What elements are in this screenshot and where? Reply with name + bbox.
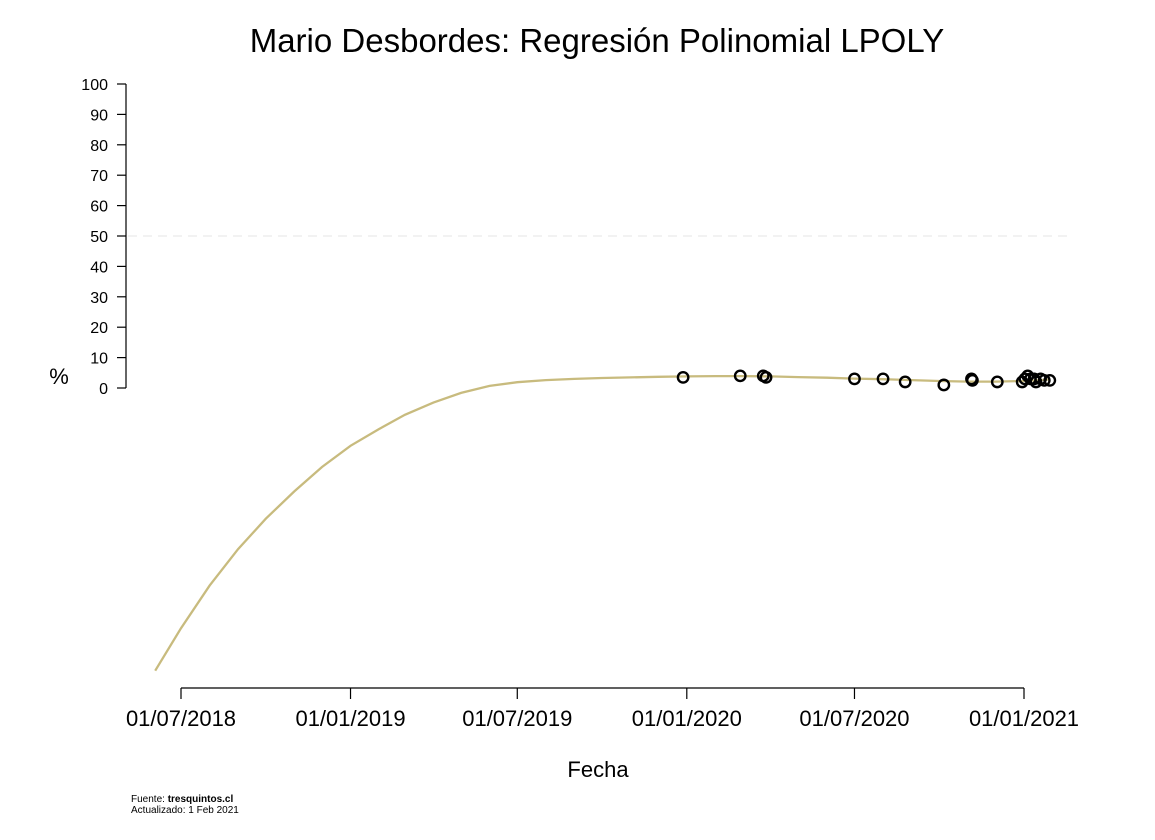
y-tick-label: 50 [90, 229, 108, 246]
data-point [990, 375, 1004, 389]
source-link: tresquintos.cl [167, 794, 234, 805]
data-points [676, 369, 1057, 392]
chart-title: Mario Desbordes: Regresión Polinomial LP… [250, 22, 945, 59]
x-tick-label: 01/01/2020 [632, 706, 742, 731]
y-tick-label: 70 [90, 168, 108, 185]
y-tick-label: 10 [90, 351, 108, 368]
y-axis-title: % [49, 364, 69, 389]
x-axis-title: Fecha [567, 757, 629, 782]
data-point [759, 370, 773, 384]
y-tick-label: 30 [90, 290, 108, 307]
data-point [1037, 373, 1051, 387]
x-tick-label: 01/07/2019 [462, 706, 572, 731]
data-point [937, 378, 951, 392]
x-tick-label: 01/01/2019 [295, 706, 405, 731]
y-tick-label: 80 [90, 138, 108, 155]
fit-line [154, 374, 1050, 672]
source-line: Fuente: tresquintos.cl [131, 794, 239, 805]
x-tick-label: 01/01/2021 [969, 706, 1079, 731]
data-point [898, 375, 912, 389]
source-note: Fuente: tresquintos.cl Actualizado: 1 Fe… [131, 794, 239, 816]
x-axis: 01/07/2018 01/01/2019 01/07/2019 01/01/2020… [126, 687, 1079, 731]
y-tick-label: 60 [90, 199, 108, 216]
data-point [848, 372, 861, 386]
y-tick-label: 0 [99, 381, 108, 398]
y-tick-label: 100 [81, 77, 108, 94]
data-point [876, 372, 890, 386]
data-point [676, 370, 690, 384]
source-label: Fuente: [131, 794, 168, 805]
y-tick-label: 20 [90, 320, 108, 337]
data-point [966, 373, 979, 387]
updated-date: Actualizado: 1 Feb 2021 [131, 805, 239, 816]
x-tick-label: 01/07/2018 [126, 706, 236, 731]
y-axis: 0 10 20 30 40 50 60 70 80 90 100 [81, 77, 127, 398]
x-tick-label: 01/07/2020 [799, 706, 909, 731]
data-point [1021, 369, 1035, 383]
y-tick-label: 40 [90, 259, 108, 276]
y-tick-label: 90 [90, 107, 108, 124]
data-point [733, 369, 747, 383]
data-point [1043, 373, 1057, 387]
